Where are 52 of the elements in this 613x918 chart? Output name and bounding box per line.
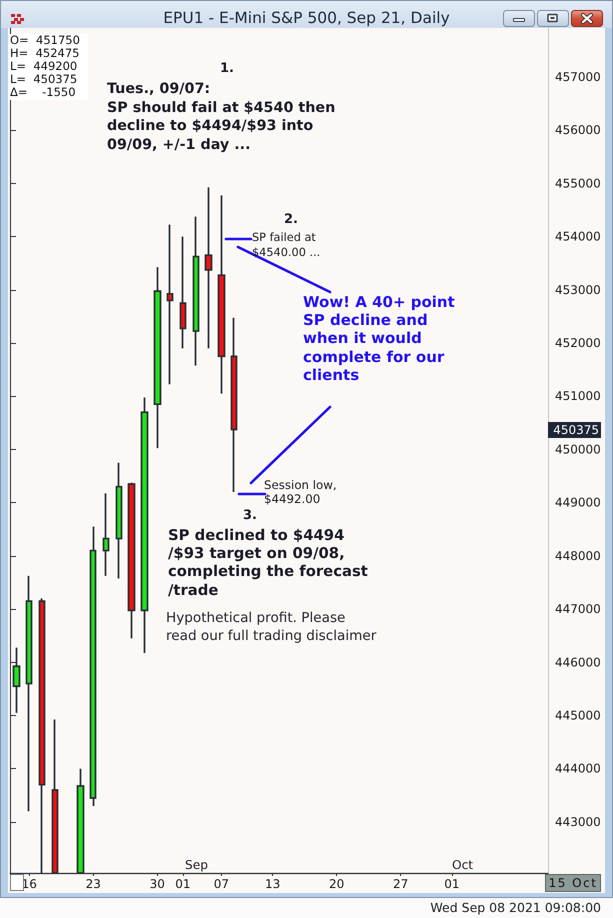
candlestick: [26, 574, 32, 812]
x-tick-label: 13: [264, 877, 280, 891]
candlestick: [140, 396, 148, 654]
candlestick: [230, 316, 238, 493]
x-tick-label: 20: [329, 877, 344, 891]
candlestick: [218, 194, 226, 394]
candlestick: [166, 224, 174, 386]
y-tick-label: 454000: [555, 230, 601, 244]
candlestick: [180, 236, 186, 350]
x-tick-label: 23: [86, 877, 101, 891]
annotation: Wow! A 40+ point SP decline and when it would complete for our clients: [303, 293, 455, 384]
candlestick: [154, 266, 162, 449]
x-tick-label: 07: [214, 877, 229, 891]
y-tick-label: 443000: [555, 814, 601, 829]
annotation: 2.: [284, 212, 298, 227]
annotation: Sep: [185, 858, 208, 872]
y-tick-label: 455000: [555, 176, 601, 190]
x-tick-label: 27: [393, 877, 408, 891]
candlestick: [116, 462, 122, 580]
chart-title: EPU1 - E-Mini S&P 500, Sep 21, Daily: [163, 9, 450, 27]
annotation: SP failed at $4540.00 ...: [252, 230, 320, 260]
annotation: Tues., 09/07: SP should fail at $4540 then decline to $4494/$93 into 09/09, +/-1 day ...: [107, 80, 336, 154]
y-tick-label: 456000: [555, 123, 601, 138]
text: Wed Sep 08 2021 09:08:00: [430, 900, 601, 915]
y-tick-label: 444000: [555, 762, 601, 776]
candlestick: [90, 526, 96, 807]
y-tick-label: 453000: [555, 282, 601, 297]
annotation: Hypothetical profit. Please read our full trading disclaimer: [166, 609, 376, 646]
y-tick-label: 447000: [555, 602, 601, 616]
candlestick: [102, 492, 110, 577]
candlestick: [192, 216, 200, 366]
y-tick-label: 457000: [555, 70, 601, 84]
y-tick-label: 451000: [555, 389, 601, 404]
annotation: Oct: [452, 858, 474, 872]
annotation: O= 451750 H= 452475 L= 449200 L= 450375 Δ= -1550: [9, 33, 88, 100]
x-tick-label: 01: [444, 877, 460, 891]
y-tick-label: 446000: [555, 655, 601, 670]
y-tick-label: 452000: [555, 336, 601, 350]
x-tick-label: 30: [150, 877, 165, 891]
annotation: 1.: [220, 61, 234, 76]
annotation: Session low, $4492.00: [264, 478, 337, 506]
text: 450375: [548, 422, 601, 438]
candlestick: [128, 482, 136, 640]
candlestick: [204, 186, 212, 350]
y-tick-label: 450000: [555, 442, 601, 456]
y-tick-label: 448000: [555, 548, 601, 563]
annotation: SP declined to $4494 /$93 target on 09/08, completing the forecast /trade: [168, 527, 368, 600]
x-tick-label: 01: [175, 877, 191, 891]
annotation: 3.: [243, 508, 257, 523]
y-tick-label: 445000: [555, 708, 601, 722]
text: 15 Oct: [545, 874, 601, 892]
y-tick-label: 449000: [555, 496, 601, 510]
